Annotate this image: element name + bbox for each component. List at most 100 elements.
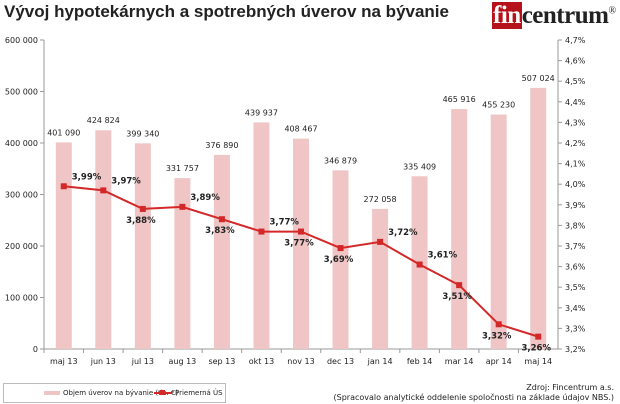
bar bbox=[55, 142, 72, 349]
rate-point bbox=[60, 183, 67, 190]
right-tick-label: 4,3% bbox=[565, 118, 586, 127]
rate-label: 3,26% bbox=[521, 344, 551, 354]
right-tick-label: 4,2% bbox=[565, 139, 586, 148]
right-tick-label: 4,1% bbox=[565, 160, 586, 169]
left-tick-label: 200 000 bbox=[5, 242, 38, 251]
plot-area: 0 100 000 200 000 300 000 400 000 500 000 600 … bbox=[5, 36, 586, 366]
right-tick-label: 3,6% bbox=[565, 263, 586, 272]
source-line: Zdroj: Fincentrum a.s. bbox=[526, 383, 614, 392]
source-note: Zdroj: Fincentrum a.s. (Spracovalo analy… bbox=[334, 383, 614, 403]
right-tick-label: 4,5% bbox=[565, 77, 586, 86]
left-tick-label: 600 000 bbox=[5, 36, 38, 45]
bar bbox=[293, 138, 309, 349]
x-tick-label: dec 13 bbox=[327, 357, 354, 366]
bar-label: 408 467 bbox=[284, 125, 317, 134]
x-tick-label: mar 14 bbox=[445, 357, 474, 366]
x-tick-label: sep 13 bbox=[208, 357, 235, 366]
chart-title: Vývoj hypotekárnych a spotrebných úverov… bbox=[4, 2, 449, 21]
legend-swatch-bar bbox=[44, 391, 60, 395]
rate-point bbox=[337, 245, 344, 252]
left-tick-label: 300 000 bbox=[5, 191, 38, 200]
bar-label: 399 340 bbox=[126, 129, 159, 138]
bar bbox=[451, 109, 468, 350]
legend-label: Objem úverov na bývanie (tis. €) bbox=[63, 389, 179, 397]
right-tick-label: 3,7% bbox=[565, 242, 586, 251]
x-tick-label: aug 13 bbox=[168, 357, 196, 366]
x-tick-label: maj 13 bbox=[50, 357, 78, 366]
rate-point bbox=[535, 333, 542, 340]
fincentrum-logo: fincentrum® bbox=[492, 2, 616, 29]
rate-label: 3,77% bbox=[284, 239, 314, 249]
bar-label: 376 890 bbox=[205, 141, 238, 150]
bar bbox=[253, 122, 270, 350]
legend-item-rate: Priemerná ÚS bbox=[154, 389, 223, 397]
left-tick-label: 400 000 bbox=[5, 139, 38, 148]
bar bbox=[332, 170, 349, 349]
right-tick-label: 3,2% bbox=[565, 345, 586, 354]
rate-point bbox=[179, 203, 186, 210]
bar bbox=[490, 114, 507, 349]
right-tick-label: 4,4% bbox=[565, 98, 586, 107]
x-tick-label: jan 14 bbox=[367, 357, 393, 366]
bar-label: 507 024 bbox=[522, 74, 555, 83]
legend-swatch-line bbox=[154, 390, 172, 395]
x-tick-label: apr 14 bbox=[486, 357, 512, 366]
right-tick-label: 4,0% bbox=[565, 180, 586, 189]
x-tick-label: nov 13 bbox=[287, 357, 314, 366]
bar bbox=[530, 87, 547, 350]
x-tick-label: jul 13 bbox=[131, 357, 154, 366]
bar bbox=[372, 208, 389, 349]
rate-label: 3,99% bbox=[72, 172, 102, 182]
x-tick-label: okt 13 bbox=[249, 357, 274, 366]
legend: Objem úverov na bývanie (tis. €) Priemer… bbox=[3, 383, 226, 403]
bar bbox=[95, 130, 112, 349]
rate-label: 3,89% bbox=[190, 193, 220, 203]
rate-point bbox=[298, 228, 304, 235]
rate-label: 3,69% bbox=[324, 255, 354, 265]
x-tick-label: jun 13 bbox=[90, 357, 116, 366]
rate-label: 3,51% bbox=[442, 292, 472, 302]
bar-label: 272 058 bbox=[364, 195, 397, 204]
right-tick-label: 3,3% bbox=[565, 324, 586, 333]
rate-point bbox=[495, 321, 502, 328]
rate-point bbox=[416, 261, 423, 268]
bar-label: 465 916 bbox=[443, 95, 476, 104]
source-line: (Spracovalo analytické oddelenie spoločn… bbox=[333, 393, 614, 402]
bar bbox=[134, 143, 151, 349]
rate-label: 3,32% bbox=[482, 331, 512, 341]
bar-label: 401 090 bbox=[47, 128, 80, 137]
rate-label: 3,97% bbox=[111, 176, 141, 186]
x-tick-label: feb 14 bbox=[407, 357, 433, 366]
bar bbox=[174, 178, 191, 349]
rate-point bbox=[218, 216, 225, 223]
rate-label: 3,88% bbox=[126, 216, 156, 226]
left-tick-label: 0 bbox=[33, 345, 38, 354]
bar bbox=[213, 154, 230, 349]
right-tick-label: 3,5% bbox=[565, 283, 586, 292]
bar-label: 455 230 bbox=[482, 101, 515, 110]
right-tick-label: 4,6% bbox=[565, 57, 586, 66]
right-tick-label: 4,7% bbox=[565, 36, 586, 45]
legend-item-volume: Objem úverov na bývanie (tis. €) bbox=[44, 389, 178, 397]
x-tick-label: maj 14 bbox=[524, 357, 552, 366]
rate-point bbox=[258, 228, 265, 235]
rate-label: 3,61% bbox=[428, 251, 458, 261]
rate-point bbox=[377, 238, 384, 245]
bar-label: 439 937 bbox=[245, 108, 278, 117]
right-tick-label: 3,4% bbox=[565, 304, 586, 313]
bar-label: 346 879 bbox=[324, 156, 357, 165]
legend-label: Priemerná ÚS bbox=[175, 389, 223, 397]
rate-label: 3,83% bbox=[205, 226, 235, 236]
left-tick-label: 500 000 bbox=[5, 88, 38, 97]
bar-label: 424 824 bbox=[87, 116, 120, 125]
rate-point bbox=[456, 282, 463, 289]
rate-point bbox=[139, 205, 146, 212]
rate-point bbox=[100, 187, 107, 194]
right-tick-label: 3,8% bbox=[565, 221, 586, 230]
bar-label: 331 757 bbox=[166, 164, 199, 173]
right-tick-label: 3,9% bbox=[565, 201, 586, 210]
bar-label: 335 409 bbox=[403, 162, 436, 171]
left-tick-label: 100 000 bbox=[5, 294, 38, 303]
rate-label: 3,77% bbox=[269, 218, 299, 228]
